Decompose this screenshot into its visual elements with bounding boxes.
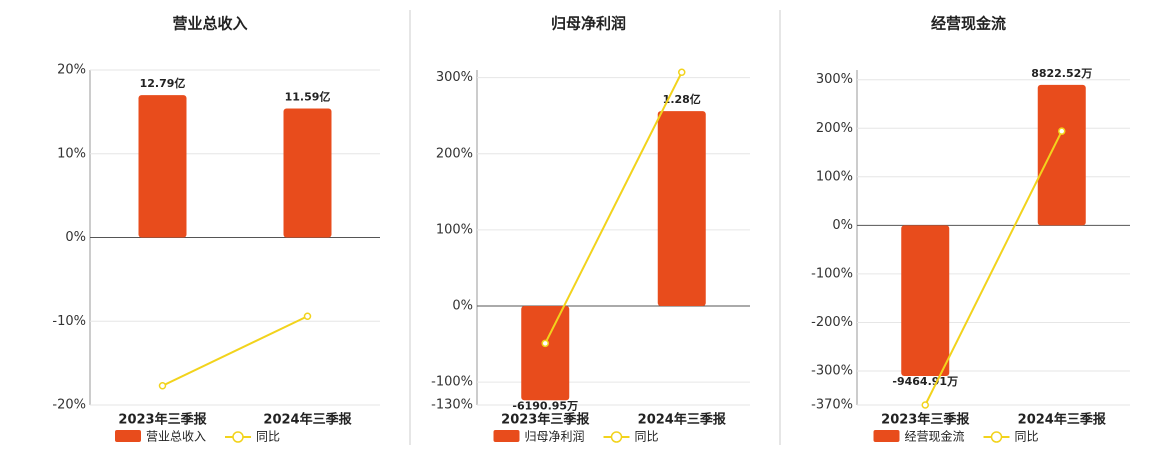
y-tick-label: 200% [436,146,473,161]
legend-label: 营业总收入 [146,430,206,444]
y-tick-label: -100% [431,375,473,390]
y-tick-label: -10% [52,314,86,329]
line [162,315,308,387]
legend-swatch [115,430,141,442]
x-tick-label: 2023年三季报 [501,412,590,428]
chart-title: 经营现金流 [931,15,1006,33]
line [544,71,683,344]
bar-value-label: 12.79亿 [140,76,186,90]
y-tick-label: -100% [811,266,853,281]
legend-marker [990,431,1003,443]
y-tick-label: -200% [811,315,853,330]
bar-value-label: -9464.91万 [892,375,958,388]
y-tick-label: 300% [436,70,473,85]
bar-value-label: -6190.95万 [512,399,578,412]
bar-value-label: 11.59亿 [285,90,331,104]
bar [901,225,950,377]
legend-label: 经营现金流 [905,429,965,444]
legend-label: 同比 [256,430,280,444]
x-tick-label: 2024年三季报 [263,412,352,428]
y-tick-label: 100% [436,222,473,237]
legend-swatch [493,430,520,442]
line-point [303,312,312,320]
legend-label: 同比 [1015,430,1039,444]
y-tick-label: 10% [57,146,86,161]
line-point [1058,127,1066,135]
y-tick-label: 300% [816,72,853,87]
legend-marker [610,431,623,443]
line [924,130,1063,406]
bar [138,95,187,238]
y-tick-label: -370% [811,398,853,413]
bar [283,108,332,238]
x-tick-label: 2023年三季报 [881,412,970,428]
bar [1037,84,1086,226]
y-tick-label: -300% [811,364,853,379]
legend-label: 同比 [635,430,659,444]
bar [657,111,706,307]
y-tick-label: 200% [816,121,853,136]
y-tick-label: 20% [57,63,86,78]
line-point [921,401,929,409]
bar-value-label: 8822.52万 [1031,67,1092,80]
chart-title: 营业总收入 [172,15,247,33]
bar-value-label: 1.28亿 [663,92,701,106]
legend-marker [232,431,244,443]
y-tick-label: 0% [832,218,853,233]
line-point [541,339,549,348]
line-point [678,68,686,77]
chart-title: 归母净利润 [551,15,626,33]
y-tick-label: -130% [431,398,473,413]
y-tick-label: -20% [52,398,86,413]
x-tick-label: 2024年三季报 [1018,412,1107,428]
line-point [158,381,167,390]
x-tick-label: 2024年三季报 [638,412,727,428]
y-tick-label: 0% [452,299,473,314]
y-tick-label: 0% [65,230,86,245]
x-tick-label: 2023年三季报 [118,412,207,428]
y-tick-label: 100% [816,169,853,184]
bar [521,306,570,401]
legend-label: 归母净利润 [525,430,585,444]
legend-swatch [873,430,900,442]
